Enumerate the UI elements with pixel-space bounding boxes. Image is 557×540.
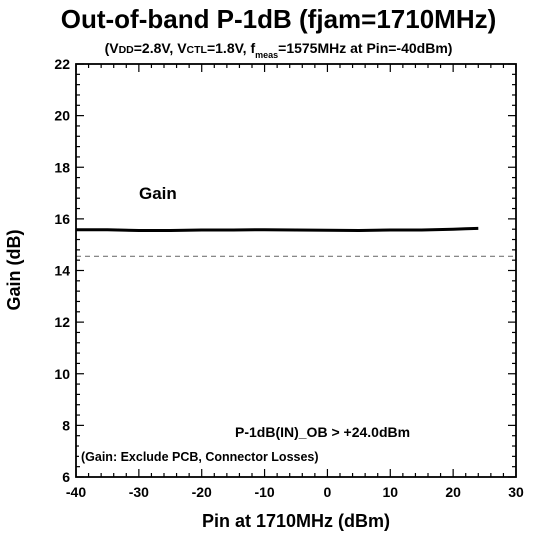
x-tick-label: -40 [66,484,86,500]
y-tick-label: 10 [54,366,70,382]
y-tick-label: 16 [54,211,70,227]
x-axis-title: Pin at 1710MHz (dBm) [202,511,390,531]
y-tick-label: 6 [62,469,70,485]
note-box [79,444,395,466]
x-tick-label: 30 [508,484,524,500]
x-tick-label: 20 [445,484,461,500]
x-tick-label: 10 [382,484,398,500]
y-tick-label: 22 [54,56,70,72]
axis-ticks [75,63,517,478]
x-tick-label: -30 [129,484,149,500]
chart-title: Out-of-band P-1dB (fjam=1710MHz) [60,4,497,34]
p1db-annotation-box [232,421,460,443]
p1db-annotation: P-1dB(IN)_OB > +24.0dBm [235,424,410,440]
gain-series-label: Gain [139,184,177,203]
x-tick-label: -20 [192,484,212,500]
x-tick-label: -10 [254,484,274,500]
y-tick-labels: 6 8 10 12 14 16 18 20 22 [54,56,70,485]
loss-note: (Gain: Exclude PCB, Connector Losses) [81,450,319,464]
y-tick-label: 20 [54,108,70,124]
plot-area-frame [75,63,517,478]
x-tick-labels: -40 -30 -20 -10 0 10 20 30 [66,484,524,500]
y-tick-label: 18 [54,159,70,175]
gain-series-line [76,226,479,233]
y-tick-label: 12 [54,314,70,330]
chart-subtitle: (VDD=2.8V, VCTL=1.8V, fmeas=1575MHz at P… [104,40,453,60]
y-tick-label: 14 [54,263,70,279]
y-axis-title: Gain (dB) [4,230,24,311]
y-tick-label: 8 [62,417,70,433]
x-tick-label: 0 [324,484,332,500]
